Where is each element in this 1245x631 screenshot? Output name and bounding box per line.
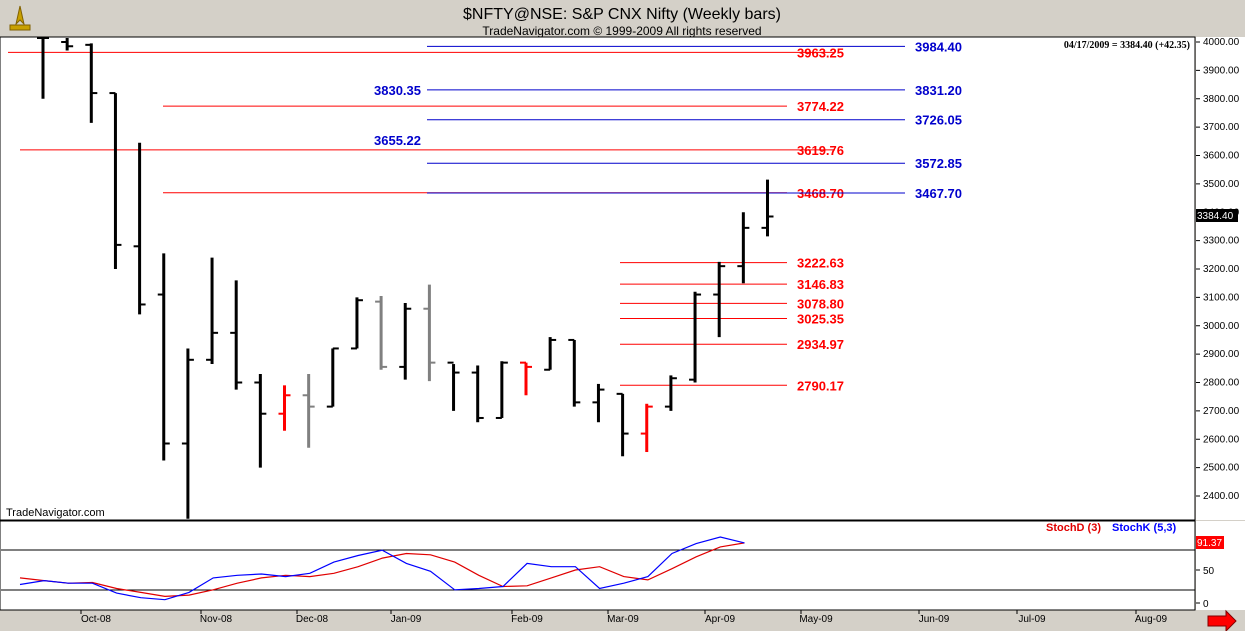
stoch-panel[interactable] [0,520,1196,611]
price-tick-label: 3900.00 [1203,65,1240,76]
price-tick-label: 3600.00 [1203,151,1240,162]
level-label: 3025.35 [797,312,844,327]
date-tick-label: Jan-09 [391,614,422,625]
watermark: TradeNavigator.com [6,507,105,519]
date-tick-label: Mar-09 [607,614,639,625]
legend-stochd: StochD (3) [1046,522,1101,534]
arrow-right-icon [1207,609,1237,631]
price-tick-label: 3800.00 [1203,94,1240,105]
level-label: 3467.70 [915,186,962,201]
price-tick-label: 2700.00 [1203,406,1240,417]
price-bars [37,37,774,519]
price-tick-label: 3000.00 [1203,321,1240,332]
tradenavigator-logo[interactable] [4,3,36,35]
level-label: 3831.20 [915,83,962,98]
level-label: 3222.63 [797,256,844,271]
level-label: 3078.80 [797,296,844,311]
date-tick-label: Oct-08 [81,614,111,625]
price-tick-label: 3100.00 [1203,292,1240,303]
date-tick-label: Nov-08 [200,614,233,625]
status-readout: 04/17/2009 = 3384.40 (+42.35) [1064,40,1190,51]
stochastic-lines [1,536,1195,601]
level-label: 3655.22 [374,133,421,148]
last-price-label: 3384.40 [1197,211,1234,222]
price-tick-label: 2900.00 [1203,349,1240,360]
level-label: 3572.85 [915,156,962,171]
stochk-line [19,536,745,601]
date-tick-label: Dec-08 [296,614,329,625]
level-label: 3146.83 [797,277,844,292]
compass-icon [15,5,25,26]
date-axis: Oct-08 Nov-08 Dec-08 Jan-09 Feb-09 Mar-09 Apr-… [80,610,1168,625]
price-tick-label: 2500.00 [1203,463,1240,474]
level-label: 2790.17 [797,378,844,393]
level-label: 3726.05 [915,113,962,128]
date-tick-label: Feb-09 [511,614,543,625]
legend-stochk: StochK (5,3) [1112,522,1177,534]
price-axis-area [1196,37,1245,520]
price-tick-label: 2400.00 [1203,491,1240,502]
price-panel[interactable] [0,36,1196,521]
stochd-line [19,542,745,598]
price-tick-label: 3700.00 [1203,122,1240,133]
level-label: 3830.35 [374,83,421,98]
date-tick-label: Aug-09 [1135,614,1168,625]
price-tick-label: 2800.00 [1203,378,1240,389]
level-label: 3774.22 [797,99,844,114]
level-label: 3984.40 [915,39,962,54]
price-tick-label: 3200.00 [1203,264,1240,275]
last-price-tag: 3384.40 [1196,209,1238,222]
copyright-text: TradeNavigator.com © 1999-2009 All right… [482,24,761,38]
date-tick-label: Jul-09 [1018,614,1046,625]
stoch-axis-area [1196,521,1245,610]
level-label: 2934.97 [797,337,844,352]
price-tick-label: 3300.00 [1203,236,1240,247]
date-tick-label: Jun-09 [919,614,950,625]
fib-levels: 3984.40 3963.25 3831.20 3830.35 3774.22 3726.… [8,39,962,393]
date-tick-label: May-09 [799,614,833,625]
stoch-tick-label: 50 [1203,566,1215,577]
price-tick-label: 2600.00 [1203,434,1240,445]
price-tick-label: 3500.00 [1203,179,1240,190]
stoch-value-tag: 91.37 [1196,536,1224,549]
price-tick-label: 4000.00 [1203,37,1240,48]
level-label: 3619.76 [797,143,844,158]
stoch-tick-label: 0 [1203,599,1209,610]
scroll-right-button[interactable] [1207,609,1237,631]
stoch-value-label: 91.37 [1197,538,1222,549]
chart-title: $NFTY@NSE: S&P CNX Nifty (Weekly bars) [463,6,781,23]
date-tick-label: Apr-09 [705,614,735,625]
stoch-axis: 0 50 [1196,566,1215,610]
level-label: 3963.25 [797,45,844,60]
